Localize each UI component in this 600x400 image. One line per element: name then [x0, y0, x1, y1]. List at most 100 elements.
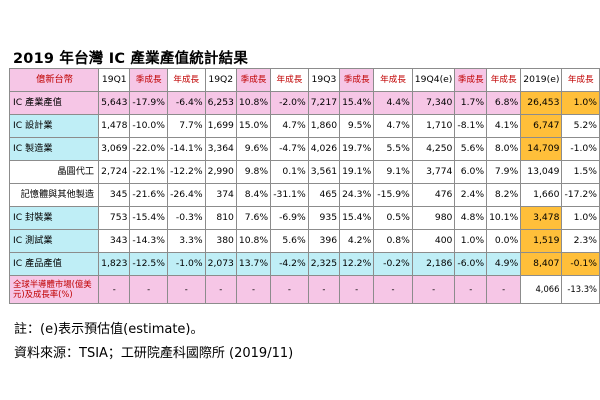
page-title: 2019 年台灣 IC 產業產值統計結果	[13, 51, 249, 67]
table-cell: 1.0%	[561, 91, 600, 115]
table-cell: 2,073	[204, 252, 237, 276]
table-cell: 10.1%	[486, 206, 522, 230]
table-cell: -13.3%	[561, 275, 600, 304]
table-cell: -14.3%	[129, 229, 168, 253]
header-cell: 季成長	[339, 68, 375, 92]
table-cell: 8,407	[520, 252, 563, 276]
table-cell: 980	[411, 206, 456, 230]
table-cell: -15.4%	[129, 206, 168, 230]
table-cell: 4.9%	[486, 252, 522, 276]
table-cell: 2,186	[411, 252, 456, 276]
row-label: IC 產業產值	[8, 91, 100, 115]
table-cell: 1,699	[204, 114, 237, 138]
table-cell: -26.4%	[166, 183, 206, 207]
table-row: IC 設計業 1,478 -10.0% 7.7% 1,699 15.0% 4.7% 1,860…	[8, 114, 600, 138]
header-cell: 年成長	[373, 68, 413, 92]
table-cell: 935	[307, 206, 341, 230]
table-cell: 7.6%	[235, 206, 272, 230]
table-cell: 9.6%	[235, 137, 272, 161]
table-cell: 1.5%	[561, 160, 600, 184]
table-cell: -	[411, 275, 456, 304]
table-cell: 0.1%	[270, 160, 309, 184]
table-cell: -	[204, 275, 237, 304]
table-cell: 8.2%	[486, 183, 522, 207]
table-cell: 13,049	[520, 160, 563, 184]
table-cell: 465	[307, 183, 341, 207]
table-cell: -6.9%	[270, 206, 309, 230]
table-row: 晶圓代工 2,724 -22.1% -12.2% 2,990 9.8% 0.1% 3,561 1…	[8, 160, 600, 184]
header-cell: 季成長	[129, 68, 168, 92]
table-cell: 0.8%	[373, 229, 413, 253]
table-cell: -	[270, 275, 309, 304]
table-cell: 1,478	[98, 114, 131, 138]
table-cell: -1.0%	[561, 137, 600, 161]
table-cell: -4.2%	[270, 252, 309, 276]
header-cell: 年成長	[270, 68, 309, 92]
table-cell: 9.1%	[373, 160, 413, 184]
source-note: 資料來源：TSIA；工研院產科國際所 (2019/11)	[14, 346, 294, 361]
table-cell: 2.4%	[454, 183, 488, 207]
row-label: IC 設計業	[8, 114, 100, 138]
table-cell: -2.0%	[270, 91, 309, 115]
table-cell: -4.7%	[270, 137, 309, 161]
table-cell: 3.3%	[166, 229, 206, 253]
header-cell: 19Q3	[307, 68, 341, 92]
table-cell: 2,325	[307, 252, 341, 276]
table-cell: 9.5%	[339, 114, 375, 138]
table-cell: 4.7%	[373, 114, 413, 138]
table-cell: -	[98, 275, 131, 304]
table-cell: -	[166, 275, 206, 304]
table-cell: 4.4%	[373, 91, 413, 115]
table-cell: 2,724	[98, 160, 131, 184]
table-cell: 4.8%	[454, 206, 488, 230]
table-row: IC 封裝業 753 -15.4% -0.3% 810 7.6% -6.9% 935 15.4%…	[8, 206, 600, 230]
header-cell: 年成長	[486, 68, 522, 92]
row-label: 全球半導體市場(億美元)及成長率(%)	[8, 275, 100, 304]
table-cell: 5.2%	[561, 114, 600, 138]
table-cell: 396	[307, 229, 341, 253]
row-label: 晶圓代工	[8, 160, 100, 184]
table-row: IC 產業產值 5,643 -17.9% -6.4% 6,253 10.8% -2.0% 7,…	[8, 91, 600, 115]
table-cell: -	[486, 275, 522, 304]
table-cell: 1,860	[307, 114, 341, 138]
table-cell: 4.7%	[270, 114, 309, 138]
table-cell: 7.9%	[486, 160, 522, 184]
table-cell: 1,519	[520, 229, 563, 253]
row-label: IC 測試業	[8, 229, 100, 253]
table-cell: 19.7%	[339, 137, 375, 161]
table-cell: 5.5%	[373, 137, 413, 161]
table-cell: 1,823	[98, 252, 131, 276]
table-cell: 400	[411, 229, 456, 253]
row-label: 記憶體與其他製造	[8, 183, 100, 207]
table-cell: 3,478	[520, 206, 563, 230]
table-cell: 0.0%	[486, 229, 522, 253]
table-row: IC 測試業 343 -14.3% 3.3% 380 10.8% 5.6% 396 4.2% 0.…	[8, 229, 600, 253]
table-cell: 476	[411, 183, 456, 207]
row-label: IC 製造業	[8, 137, 100, 161]
table-cell: -17.9%	[129, 91, 168, 115]
table-cell: -	[373, 275, 413, 304]
table-cell: 5.6%	[270, 229, 309, 253]
table-cell: 1.0%	[561, 206, 600, 230]
table-cell: -21.6%	[129, 183, 168, 207]
table-cell: -15.9%	[373, 183, 413, 207]
table-cell: 3,774	[411, 160, 456, 184]
header-cell: 季成長	[235, 68, 272, 92]
table-cell: 1,710	[411, 114, 456, 138]
header-cell: 年成長	[166, 68, 206, 92]
table-cell: -1.0%	[166, 252, 206, 276]
table-cell: 13.7%	[235, 252, 272, 276]
table-cell: 6.8%	[486, 91, 522, 115]
table-cell: 4,026	[307, 137, 341, 161]
table-cell: 5.6%	[454, 137, 488, 161]
header-cell: 年成長	[561, 68, 600, 92]
table-cell: 4.1%	[486, 114, 522, 138]
table-cell: 8.0%	[486, 137, 522, 161]
table-cell: -31.1%	[270, 183, 309, 207]
table-cell: 374	[204, 183, 237, 207]
table-cell: -	[339, 275, 375, 304]
table-cell: -17.2%	[561, 183, 600, 207]
table-cell: -6.0%	[454, 252, 488, 276]
table-cell: 26,453	[520, 91, 563, 115]
table-cell: 15.4%	[339, 91, 375, 115]
